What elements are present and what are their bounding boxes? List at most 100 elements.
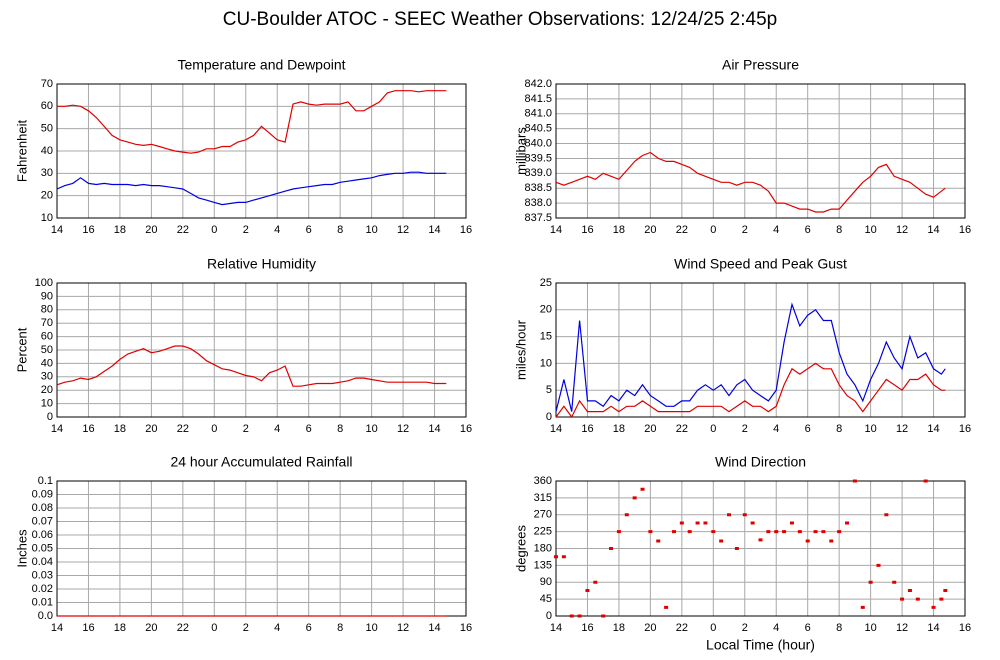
- chart-title: Temperature and Dewpoint: [177, 57, 345, 73]
- y-tick-label: 20: [41, 384, 53, 396]
- y-tick-label: 90: [41, 290, 53, 302]
- x-tick-label: 22: [676, 423, 688, 435]
- x-tick-label: 12: [896, 224, 908, 236]
- data-point: [821, 530, 826, 534]
- x-tick-label: 6: [805, 622, 811, 634]
- y-tick-label: 70: [41, 78, 53, 90]
- data-point: [711, 530, 716, 534]
- y-tick-label: 0.08: [32, 502, 53, 514]
- y-tick-label: 70: [41, 317, 53, 329]
- y-tick-label: 50: [41, 344, 53, 356]
- data-point: [609, 547, 614, 550]
- data-point: [939, 597, 944, 601]
- x-tick-label: 0: [211, 423, 217, 435]
- x-tick-label: 8: [337, 423, 343, 435]
- x-tick-label: 2: [243, 423, 249, 435]
- x-tick-label: 14: [550, 622, 562, 634]
- data-point: [774, 530, 779, 534]
- x-tick-label: 14: [550, 224, 562, 236]
- y-tick-label: 837.5: [524, 212, 552, 224]
- page-title: CU-Boulder ATOC - SEEC Weather Observati…: [223, 9, 777, 30]
- data-point: [943, 589, 948, 592]
- x-tick-label: 22: [676, 622, 688, 634]
- x-tick-label: 16: [581, 622, 593, 634]
- x-tick-label: 6: [306, 423, 312, 435]
- x-tick-label: 12: [397, 622, 409, 634]
- x-tick-label: 18: [613, 622, 625, 634]
- chart-title: Wind Direction: [715, 454, 806, 470]
- x-tick-label: 16: [581, 224, 593, 236]
- y-tick-label: 841.0: [524, 108, 552, 120]
- y-axis-label: degrees: [513, 525, 528, 572]
- y-tick-label: 60: [41, 100, 53, 112]
- x-tick-label: 14: [428, 622, 440, 634]
- x-tick-label: 22: [177, 622, 189, 634]
- y-tick-label: 100: [35, 277, 53, 289]
- y-tick-label: 10: [540, 357, 552, 369]
- y-tick-label: 0.04: [32, 556, 53, 568]
- x-tick-label: 8: [337, 224, 343, 236]
- y-tick-label: 15: [540, 331, 552, 343]
- x-tick-label: 14: [550, 423, 562, 435]
- x-tick-label: 8: [337, 622, 343, 634]
- data-point: [797, 530, 802, 534]
- x-tick-label: 8: [836, 224, 842, 236]
- y-axis-label: Percent: [14, 327, 29, 372]
- data-point: [648, 530, 653, 534]
- y-tick-label: 20: [41, 190, 53, 202]
- y-tick-label: 840.5: [524, 123, 552, 135]
- y-tick-label: 50: [41, 123, 53, 135]
- chart-title: Air Pressure: [722, 57, 799, 73]
- x-tick-label: 22: [177, 224, 189, 236]
- data-point: [868, 580, 873, 584]
- data-point: [577, 614, 582, 618]
- x-tick-label: 2: [742, 423, 748, 435]
- data-point: [923, 479, 928, 483]
- chart-title: Relative Humidity: [207, 256, 316, 272]
- plot-frame: [56, 83, 467, 219]
- x-tick-label: 2: [742, 622, 748, 634]
- y-axis-label: Inches: [14, 529, 29, 568]
- x-tick-label: 2: [243, 224, 249, 236]
- x-tick-label: 16: [959, 622, 971, 634]
- y-tick-label: 40: [41, 357, 53, 369]
- x-tick-label: 14: [927, 224, 939, 236]
- chart-title: 24 hour Accumulated Rainfall: [170, 454, 352, 470]
- data-point: [664, 605, 669, 609]
- y-tick-label: 839.0: [524, 167, 552, 179]
- y-tick-label: 40: [41, 145, 53, 157]
- x-tick-label: 18: [114, 423, 126, 435]
- y-tick-label: 838.5: [524, 182, 552, 194]
- y-tick-label: 30: [41, 371, 53, 383]
- data-line: [57, 90, 447, 154]
- x-tick-label: 6: [306, 224, 312, 236]
- x-tick-label: 10: [864, 622, 876, 634]
- data-point: [656, 539, 661, 543]
- y-tick-label: 10: [41, 398, 53, 410]
- x-tick-label: 8: [836, 423, 842, 435]
- y-tick-label: 0: [546, 610, 552, 622]
- x-tick-label: 14: [51, 224, 63, 236]
- x-tick-label: 4: [773, 224, 779, 236]
- x-tick-label: 10: [864, 224, 876, 236]
- y-tick-label: 0: [546, 411, 552, 423]
- y-tick-label: 839.5: [524, 152, 552, 164]
- x-tick-label: 12: [397, 224, 409, 236]
- y-tick-label: 0.0: [38, 610, 53, 622]
- x-tick-label: 0: [211, 622, 217, 634]
- data-point: [616, 530, 621, 534]
- x-tick-label: 2: [243, 622, 249, 634]
- x-tick-label: 4: [773, 423, 779, 435]
- x-tick-label: 20: [644, 622, 656, 634]
- y-tick-label: 0.02: [32, 583, 53, 595]
- x-tick-label: 20: [644, 224, 656, 236]
- x-tick-label: 6: [306, 622, 312, 634]
- x-tick-label: 0: [211, 224, 217, 236]
- y-tick-label: 270: [534, 509, 552, 521]
- data-point: [593, 580, 598, 584]
- y-axis-label: miles/hour: [513, 319, 528, 380]
- x-tick-label: 22: [676, 224, 688, 236]
- x-tick-label: 0: [710, 622, 716, 634]
- x-tick-label: 0: [710, 423, 716, 435]
- x-tick-label: 16: [460, 622, 472, 634]
